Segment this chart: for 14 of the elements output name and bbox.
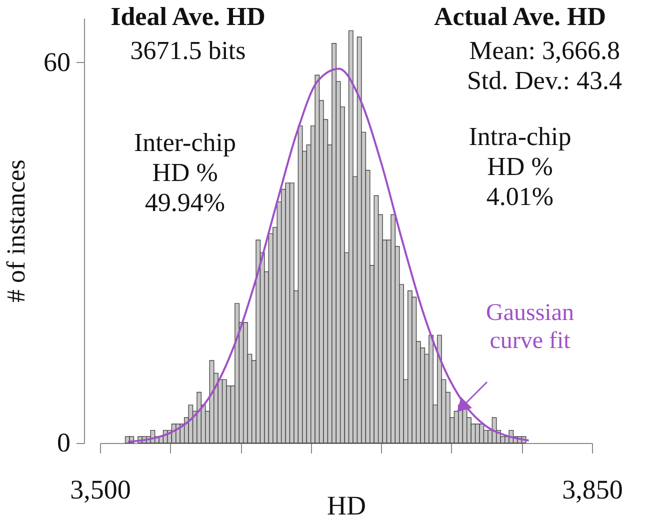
series-label: Gaussian curve fit [485,300,575,356]
x-axis-title: HD [327,490,366,520]
annotation: Actual Ave. HD [432,2,608,32]
annotation: 3671.5 bits [129,36,247,66]
annotation: Inter-chip HD % 49.94% [133,128,237,218]
annotation: Intra-chip HD % 4.01% [468,122,572,212]
x-tick-label: 3,850 [562,474,623,504]
y-tick-label: 60 [44,46,70,77]
annotation: Mean: 3,666.8 [468,36,620,66]
annotation: Ideal Ave. HD [110,2,266,32]
y-axis-title: # of instances [2,160,30,302]
x-tick-label: 3,500 [70,474,131,504]
y-tick-label: 0 [57,428,70,458]
annotation: Std. Dev.: 43.4 [466,66,622,96]
